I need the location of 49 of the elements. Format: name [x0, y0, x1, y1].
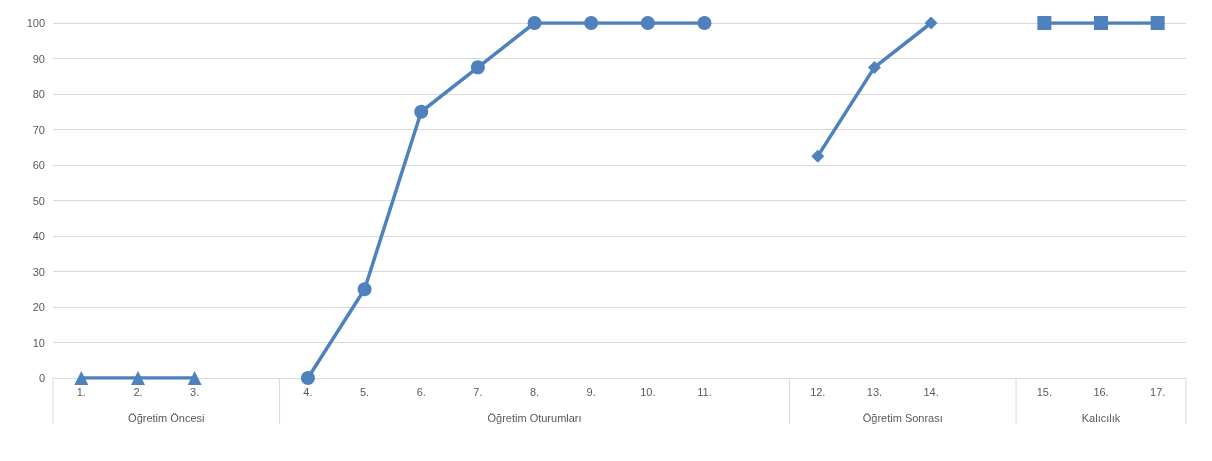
point: [527, 16, 542, 30]
y-tick-label: 60: [32, 159, 45, 171]
x-tick-label: 4.: [303, 385, 313, 398]
y-tick-label: 10: [32, 336, 45, 349]
y-tick-label: 30: [32, 265, 45, 278]
point: [811, 149, 825, 163]
point: [584, 16, 599, 30]
x-tick-label: 12.: [810, 385, 826, 398]
y-tick-label: 100: [26, 17, 45, 29]
point: [414, 104, 429, 119]
text: Öğretim Öncesi: [128, 412, 205, 424]
x-tick-label: 1.: [76, 385, 86, 398]
x-tick-label: 7.: [473, 385, 483, 398]
y-tick-label: 40: [32, 230, 45, 242]
y-tick-label: 50: [32, 194, 45, 207]
point: [924, 16, 938, 30]
y-tick-label: 90: [32, 52, 45, 65]
point: [867, 60, 881, 74]
x-tick-label: 5.: [359, 385, 370, 398]
y-tick-label: 20: [32, 301, 45, 313]
point: [1150, 16, 1165, 30]
point: [640, 16, 655, 30]
x-tick-label: 16.: [1093, 385, 1109, 398]
x-tick-label: 15.: [1036, 385, 1053, 398]
x-tick-label: 3.: [190, 385, 200, 398]
x-tick-label: 13.: [866, 385, 883, 398]
point: [357, 282, 372, 297]
x-tick-label: 2.: [133, 385, 143, 398]
x-tick-label: 10.: [640, 385, 656, 398]
point: [300, 371, 315, 385]
x-tick-label: 8.: [529, 385, 540, 398]
point: [1037, 16, 1052, 30]
x-tick-label: 17.: [1150, 385, 1166, 398]
text: Öğretim Oturumları: [487, 412, 582, 424]
point: [1094, 16, 1109, 30]
x-tick-label: 6.: [416, 385, 426, 398]
x-tick-label: 14.: [923, 385, 939, 398]
text: Kalıcılık: [1081, 412, 1121, 424]
text: Öğretim Sonrası: [862, 412, 943, 424]
x-tick-label: 11.: [697, 385, 712, 398]
x-tick-label: 9.: [586, 385, 596, 398]
point: [74, 371, 89, 385]
y-tick-label: 70: [32, 123, 45, 136]
point: [697, 16, 712, 30]
point: [470, 60, 485, 75]
y-tick-label: 0: [38, 372, 45, 384]
point: [187, 371, 202, 385]
point: [130, 371, 145, 385]
y-tick-label: 80: [32, 88, 45, 100]
